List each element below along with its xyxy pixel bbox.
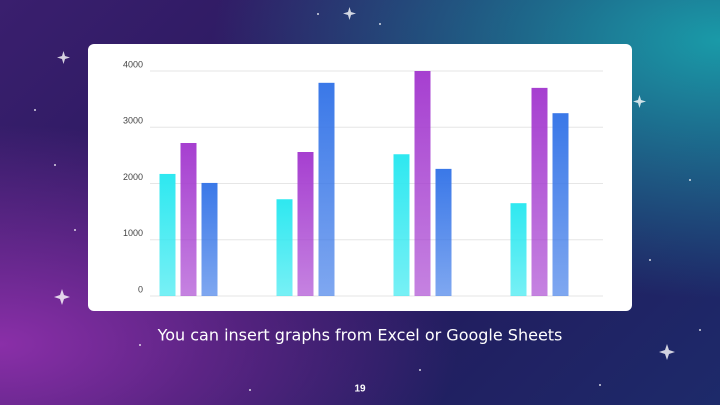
y-tick-label: 3000 [123,116,143,126]
y-tick-label: 1000 [123,228,143,238]
bar [414,71,431,296]
y-tick-label: 4000 [123,59,143,69]
bar [552,113,569,296]
bar [435,168,452,296]
caption: You can insert graphs from Excel or Goog… [157,326,563,345]
stars [34,7,701,391]
bar [531,87,548,296]
page-number: 19 [354,384,366,395]
y-tick-label: 0 [138,284,143,294]
bar [276,199,293,296]
bar [201,182,218,296]
chart-card [88,44,632,311]
y-tick-label: 2000 [123,172,143,182]
bar [297,152,314,296]
bar [159,173,176,296]
bar [318,82,335,296]
bar [180,143,197,296]
bar [393,154,410,296]
bar [510,203,527,296]
